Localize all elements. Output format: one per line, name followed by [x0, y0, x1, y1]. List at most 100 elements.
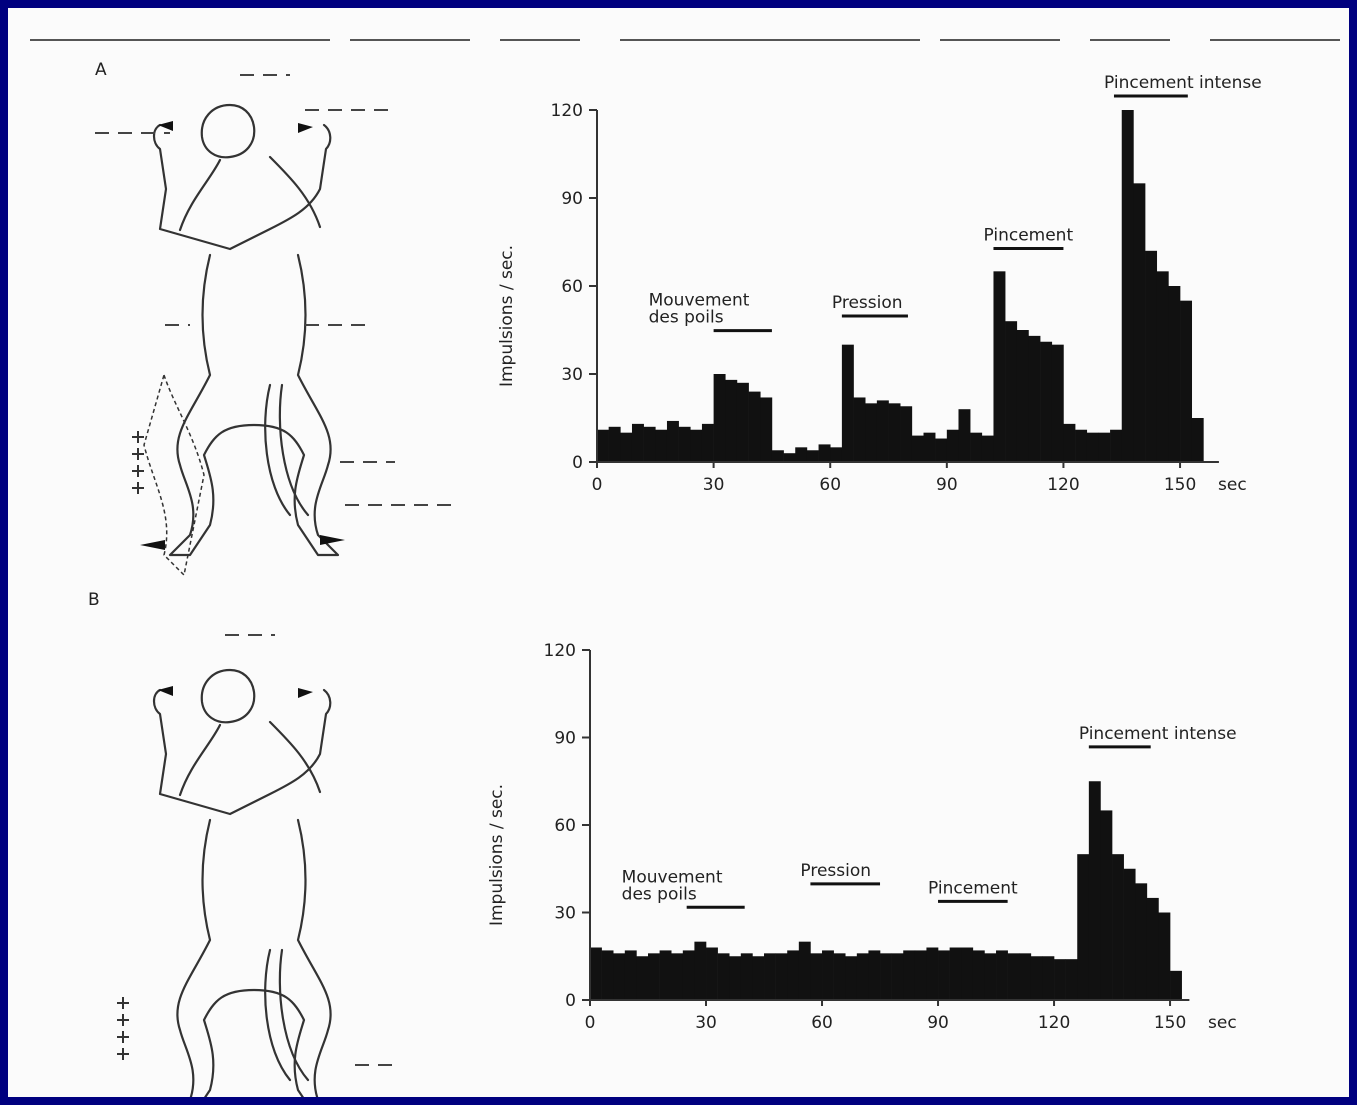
histogram-bar — [795, 447, 808, 462]
histogram-bar — [1098, 432, 1111, 462]
histogram-bar — [900, 406, 913, 462]
plus-marks — [117, 431, 144, 1060]
histogram-bar — [1028, 335, 1041, 462]
y-tick-label: 60 — [561, 277, 583, 297]
histogram-bar — [926, 947, 939, 1000]
histogram-bar — [706, 947, 718, 1000]
histogram-bar — [1086, 432, 1099, 462]
y-axis-label: Impulsions / sec. — [497, 245, 517, 387]
histogram-bar — [729, 956, 742, 1000]
histogram-bar — [1007, 953, 1020, 1000]
histogram-bar — [678, 426, 691, 462]
histogram-bar — [775, 953, 788, 1000]
histogram-bar — [903, 950, 916, 1000]
histogram-bar — [740, 953, 753, 1000]
histogram-bar — [671, 953, 684, 1000]
y-tick-label: 120 — [544, 641, 576, 661]
histogram-bar — [1112, 854, 1124, 1000]
histogram-bar — [748, 391, 761, 462]
histogram-bar — [608, 426, 621, 462]
x-tick-label: 60 — [811, 1013, 833, 1033]
histogram-bar — [1110, 429, 1123, 462]
histogram-bar — [597, 429, 609, 462]
histogram-bar — [923, 432, 936, 462]
histogram-bar — [659, 950, 672, 1000]
histogram-bar — [1051, 344, 1064, 462]
annotation-text: Pression — [832, 293, 903, 313]
panel-label: B — [88, 590, 100, 610]
annotation-text: Pression — [800, 861, 871, 881]
histogram-bar — [1133, 183, 1146, 463]
histogram-bar — [946, 429, 959, 462]
histogram-bar — [701, 423, 714, 462]
histogram-bar — [1088, 781, 1101, 1000]
monkey-drawing-a — [138, 103, 347, 577]
histogram-bar — [1158, 912, 1171, 1000]
histogram-bar — [624, 950, 637, 1000]
histogram-bar — [601, 950, 614, 1000]
histogram-bar — [648, 953, 660, 1000]
histogram-bar — [865, 403, 878, 462]
histogram-bar — [1135, 883, 1148, 1000]
histogram-bar — [1121, 110, 1134, 462]
histogram-bar — [590, 947, 602, 1000]
histogram-bar — [914, 950, 927, 1000]
histogram-bar — [1156, 271, 1169, 462]
histogram-bar — [853, 397, 866, 462]
histogram-bar — [938, 950, 950, 1000]
histogram-bar — [841, 344, 854, 462]
histogram-bar — [694, 941, 707, 1000]
histogram-bar — [949, 947, 962, 1000]
x-tick-label: 90 — [936, 475, 958, 495]
annotation-text: des poils — [622, 884, 697, 904]
histogram-bar — [810, 953, 823, 1000]
histogram-bar — [822, 950, 834, 1000]
histogram-bar — [868, 950, 881, 1000]
histogram-bar — [690, 429, 703, 462]
histogram-bar — [1054, 959, 1066, 1000]
histogram-bar — [993, 271, 1006, 462]
y-tick-label: 30 — [561, 365, 583, 385]
annotation-text: Pincement — [928, 878, 1018, 898]
histogram-bar — [725, 379, 738, 462]
histogram-bar — [1077, 854, 1090, 1000]
histogram-bar — [1030, 956, 1043, 1000]
x-tick-label: 60 — [819, 475, 841, 495]
histogram-bar — [856, 953, 869, 1000]
histogram-bar — [717, 953, 730, 1000]
histogram-bar — [1065, 959, 1078, 1000]
histogram-bar — [613, 953, 626, 1000]
histogram-bar — [1170, 970, 1182, 1000]
histogram-bar — [713, 374, 726, 462]
x-tick-label: 30 — [703, 475, 725, 495]
annotation-text: Pincement — [983, 226, 1073, 246]
histogram-bar — [631, 423, 644, 462]
histogram-bar — [1168, 286, 1181, 462]
annotation-text: Pincement intense — [1079, 724, 1237, 744]
annotation-text: des poils — [649, 308, 724, 328]
histogram-bar — [736, 382, 749, 462]
histogram-bar — [981, 435, 994, 462]
x-unit-label: sec — [1208, 1013, 1237, 1033]
histogram-bar — [1146, 897, 1159, 1000]
y-tick-label: 30 — [554, 904, 576, 924]
histogram-bar — [1180, 300, 1193, 462]
histogram-bar — [833, 953, 846, 1000]
histogram-bar — [1016, 330, 1029, 462]
figure: A Impulsions / sec. 0 30 60 90 120 0 30 60 90 120 15… — [8, 8, 1349, 1097]
reference-dashes-b — [225, 634, 400, 1066]
histogram-bar — [787, 950, 800, 1000]
x-tick-label: 120 — [1047, 475, 1079, 495]
histogram-bar — [1123, 868, 1136, 1000]
histogram-bar — [984, 953, 997, 1000]
histogram-bar — [636, 956, 649, 1000]
y-tick-label: 90 — [561, 189, 583, 209]
histogram-bar — [1191, 418, 1204, 462]
histogram-bar — [1145, 250, 1158, 462]
histogram-bar — [876, 400, 889, 462]
monkey-drawing-b — [138, 668, 347, 1097]
histogram-bar — [891, 953, 904, 1000]
x-tick-label: 0 — [592, 475, 603, 495]
histogram-bar — [996, 950, 1008, 1000]
